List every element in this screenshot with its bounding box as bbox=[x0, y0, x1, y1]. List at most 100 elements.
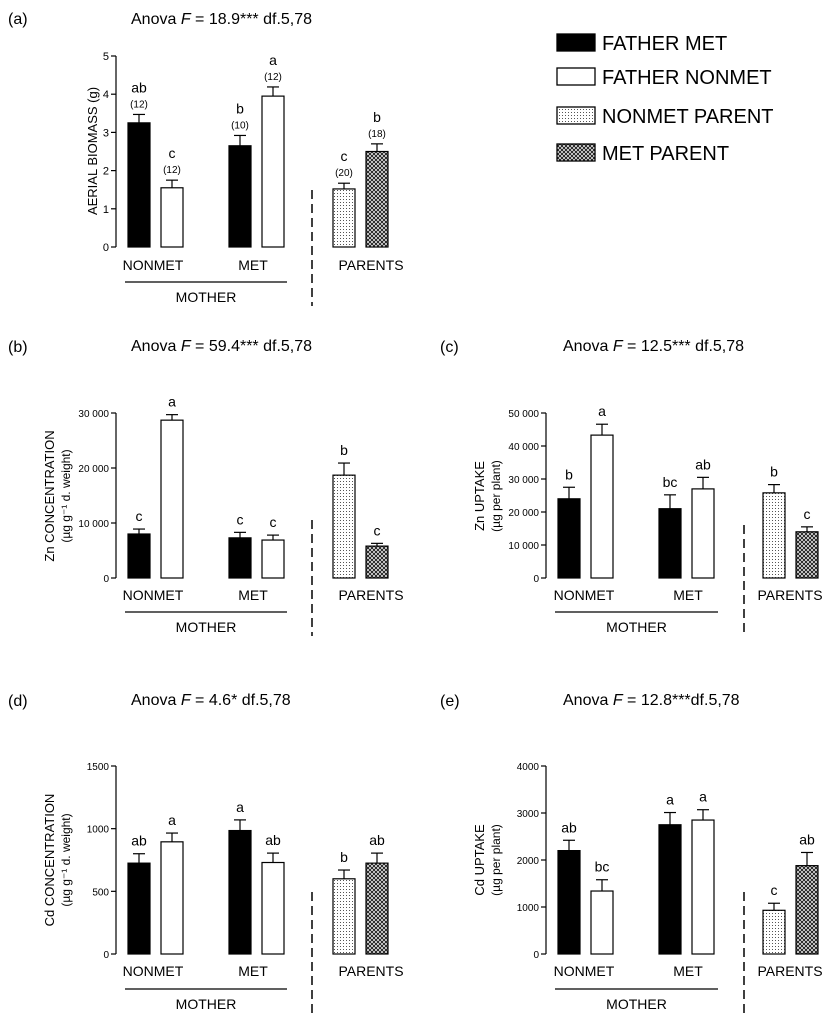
panel-label: (a) bbox=[8, 11, 28, 28]
panel-label: (e) bbox=[440, 693, 460, 710]
anova-prefix: Anova bbox=[563, 692, 613, 709]
significance-label: a bbox=[269, 52, 277, 68]
legend-label: MET PARENT bbox=[602, 143, 729, 165]
group-label: MOTHER bbox=[176, 619, 237, 635]
group-label: MOTHER bbox=[606, 996, 667, 1012]
x-tick-label: PARENTS bbox=[338, 587, 403, 603]
y-tick-label: 4 bbox=[103, 89, 109, 101]
x-tick-label: NONMET bbox=[123, 587, 184, 603]
x-tick-label: MET bbox=[673, 963, 703, 979]
y-tick-label: 30 000 bbox=[508, 475, 539, 486]
y-axis-label-line: Zn CONCENTRATION bbox=[42, 430, 57, 561]
bar bbox=[332, 878, 356, 955]
x-tick-label: NONMET bbox=[554, 587, 615, 603]
y-axis-label-line: (µg per plant) bbox=[489, 824, 503, 896]
anova-prefix: Anova bbox=[131, 692, 181, 709]
y-axis-label-line: (µg per plant) bbox=[489, 460, 503, 532]
anova-value: = 4.6* df.5,78 bbox=[191, 692, 291, 709]
anova-title: Anova F = 59.4*** df.5,78 bbox=[131, 338, 312, 355]
x-tick-label: MET bbox=[238, 257, 268, 273]
significance-label: a bbox=[236, 799, 244, 815]
panel-label: (b) bbox=[8, 339, 28, 356]
significance-label: ab bbox=[369, 832, 385, 848]
anova-value: = 18.9*** df.5,78 bbox=[191, 11, 313, 28]
y-tick-label: 1 bbox=[103, 204, 109, 216]
bar bbox=[658, 824, 682, 955]
significance-label: c bbox=[341, 148, 348, 164]
anova-value: = 59.4*** df.5,78 bbox=[191, 338, 313, 355]
sample-size-label: (12) bbox=[163, 165, 181, 176]
y-tick-label: 40 000 bbox=[508, 442, 539, 453]
y-tick-label: 2 bbox=[103, 166, 109, 178]
y-tick-label: 0 bbox=[103, 574, 109, 585]
bar bbox=[228, 537, 252, 579]
bar bbox=[228, 145, 252, 248]
bar bbox=[762, 909, 786, 955]
legend-label: FATHER NONMET bbox=[602, 67, 772, 89]
x-tick-label: MET bbox=[238, 963, 268, 979]
x-tick-label: NONMET bbox=[123, 963, 184, 979]
legend-item: NONMET PARENT bbox=[556, 106, 774, 128]
y-tick-label: 5 bbox=[103, 51, 109, 63]
legend-label: NONMET PARENT bbox=[602, 106, 774, 128]
anova-f: F bbox=[613, 692, 624, 709]
y-tick-label: 0 bbox=[103, 242, 109, 254]
significance-label: bc bbox=[595, 859, 610, 875]
y-axis-label: Cd CONCENTRATION (µg g⁻¹ d. weight) bbox=[42, 794, 73, 927]
anova-prefix: Anova bbox=[131, 11, 181, 28]
bar bbox=[365, 150, 389, 248]
bar bbox=[590, 434, 614, 579]
x-tick-label: MET bbox=[238, 587, 268, 603]
significance-label: c bbox=[374, 522, 381, 538]
anova-f: F bbox=[181, 338, 192, 355]
significance-label: a bbox=[168, 812, 176, 828]
sample-size-label: (18) bbox=[368, 129, 386, 140]
bar bbox=[127, 862, 151, 955]
group-label: MOTHER bbox=[176, 996, 237, 1012]
significance-label: a bbox=[168, 394, 176, 410]
y-axis-label-line: (µg g⁻¹ d. weight) bbox=[59, 813, 73, 906]
y-tick-label: 3 bbox=[103, 127, 109, 139]
significance-label: b bbox=[236, 100, 244, 116]
sample-size-label: (12) bbox=[130, 99, 148, 110]
bar bbox=[557, 849, 581, 955]
x-tick-label: NONMET bbox=[123, 257, 184, 273]
anova-f: F bbox=[613, 338, 624, 355]
y-tick-label: 30 000 bbox=[78, 409, 109, 420]
significance-label: ab bbox=[131, 79, 147, 95]
bar bbox=[691, 819, 715, 955]
chart-panel-4: (d) Anova F = 4.6* df.5,78 0 500 1000 1500 Cd … bbox=[8, 692, 404, 1016]
significance-label: ab bbox=[799, 831, 815, 847]
significance-label: c bbox=[771, 882, 778, 898]
y-axis-label-line: Cd CONCENTRATION bbox=[42, 794, 57, 927]
anova-title: Anova F = 18.9*** df.5,78 bbox=[131, 11, 312, 28]
significance-label: a bbox=[666, 792, 674, 808]
y-axis-label: Zn CONCENTRATION (µg g⁻¹ d. weight) bbox=[42, 430, 73, 561]
panel-label: (d) bbox=[8, 693, 28, 710]
y-tick-label: 500 bbox=[92, 887, 109, 898]
anova-title: Anova F = 12.5*** df.5,78 bbox=[563, 338, 744, 355]
bar bbox=[261, 539, 285, 579]
bar bbox=[691, 488, 715, 579]
significance-label: c bbox=[270, 514, 277, 530]
significance-label: b bbox=[565, 466, 573, 482]
significance-label: b bbox=[373, 109, 381, 125]
legend: FATHER MET FATHER NONMET NONMET PARENT MET … bbox=[556, 33, 774, 165]
sample-size-label: (20) bbox=[335, 168, 353, 179]
bar bbox=[762, 492, 786, 579]
bar bbox=[160, 841, 184, 955]
sample-size-label: (10) bbox=[231, 120, 249, 131]
chart-panel-2: (b) Anova F = 59.4*** df.5,78 0 10 000 20 00… bbox=[8, 338, 404, 636]
anova-f: F bbox=[181, 692, 192, 709]
bar bbox=[261, 95, 285, 248]
y-tick-label: 1000 bbox=[87, 825, 110, 836]
significance-label: c bbox=[136, 508, 143, 524]
group-label: MOTHER bbox=[176, 289, 237, 305]
legend-item: FATHER MET bbox=[556, 33, 727, 55]
significance-label: b bbox=[340, 442, 348, 458]
y-tick-label: 1500 bbox=[87, 762, 110, 773]
bar bbox=[658, 508, 682, 579]
legend-item: MET PARENT bbox=[556, 143, 729, 165]
y-tick-label: 10 000 bbox=[78, 519, 109, 530]
